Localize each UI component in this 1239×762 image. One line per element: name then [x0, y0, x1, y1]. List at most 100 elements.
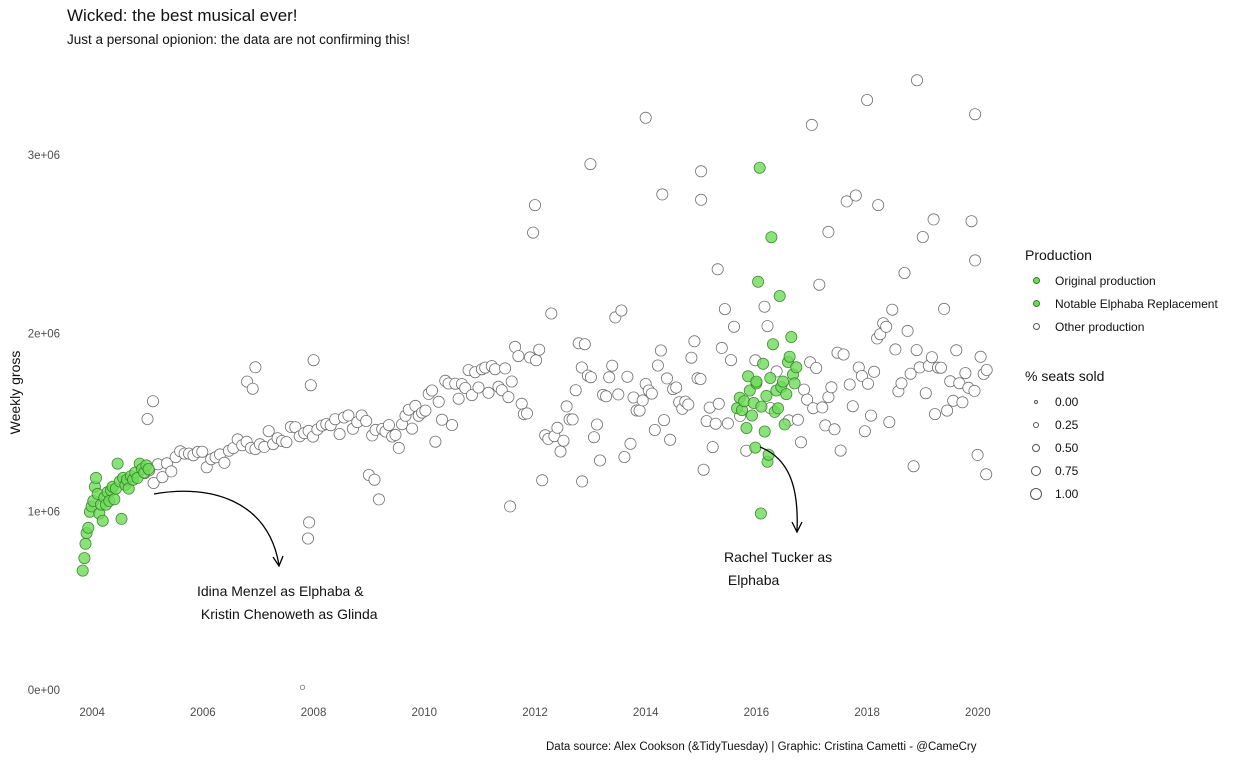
other-production-point — [389, 428, 402, 441]
x-tick-label: 2016 — [744, 707, 770, 719]
other-production-point — [980, 363, 993, 376]
other-production-point — [156, 471, 169, 484]
legend-key — [1025, 443, 1047, 452]
other-production-point — [624, 437, 637, 450]
legend-key — [1025, 421, 1047, 428]
other-production-point — [262, 425, 275, 438]
x-tick-label: 2008 — [301, 707, 327, 719]
replacement-production-point — [780, 388, 793, 401]
production-legend-item: Other production — [1025, 315, 1218, 338]
other-production-point — [615, 304, 628, 317]
original-production-point — [76, 564, 89, 577]
other-production-point — [910, 344, 923, 357]
other-production-point — [246, 382, 259, 395]
other-production-point — [218, 456, 231, 469]
other-production-point — [968, 384, 981, 397]
other-production-point — [527, 226, 540, 239]
other-production-point — [950, 344, 963, 357]
other-production-point — [472, 381, 485, 394]
legend-label: 0.00 — [1055, 394, 1079, 409]
legend-label: 1.00 — [1055, 486, 1079, 501]
other-production-point — [795, 436, 808, 449]
other-production-point — [791, 413, 804, 426]
other-production-point — [435, 413, 448, 426]
other-production-point — [728, 320, 741, 333]
other-production-point — [368, 473, 381, 486]
other-production-point — [805, 118, 818, 131]
replacement-production-point — [767, 338, 780, 351]
other-production-point — [645, 387, 658, 400]
other-production-point — [529, 199, 542, 212]
other-production-point — [146, 395, 159, 408]
other-production-point — [880, 320, 893, 333]
other-production-point — [971, 448, 984, 461]
other-production-point — [725, 354, 738, 367]
legend-key — [1025, 465, 1047, 476]
other-production-point — [938, 302, 951, 315]
other-production-point — [883, 416, 896, 429]
other-production-point — [551, 421, 564, 434]
other-production-point — [584, 158, 597, 171]
other-production-point — [533, 343, 546, 356]
other-production-point — [639, 111, 652, 124]
other-production-point — [916, 230, 929, 243]
other-production-point — [307, 354, 320, 367]
other-production-point — [813, 278, 826, 291]
x-tick-label: 2010 — [411, 707, 437, 719]
other-production-point — [504, 500, 517, 513]
legend-key — [1025, 300, 1047, 307]
other-production-point — [648, 423, 661, 436]
other-production-point — [670, 381, 683, 394]
other-production-point — [901, 324, 914, 337]
original-production-point — [111, 457, 124, 470]
replacement-production-point — [788, 377, 801, 390]
other-production-point — [695, 165, 708, 178]
other-production-point — [621, 370, 634, 383]
other-production-point — [304, 379, 317, 392]
other-production-point — [147, 476, 160, 489]
other-production-point — [505, 375, 518, 388]
other-production-point — [758, 300, 771, 313]
other-production-point — [502, 391, 515, 404]
other-production-point — [545, 307, 558, 320]
other-production-point — [715, 341, 728, 354]
legend-label: 0.75 — [1055, 463, 1079, 478]
other-production-point — [697, 463, 710, 476]
other-production-point — [825, 381, 838, 394]
replacement-production-point — [760, 389, 773, 402]
other-production-point — [594, 454, 607, 467]
other-production-point — [651, 359, 664, 372]
y-tick-label: 2e+06 — [28, 328, 60, 340]
legend-swatch — [1032, 277, 1040, 284]
other-production-point — [718, 303, 731, 316]
replacement-production-point — [755, 400, 768, 413]
replacement-production-point — [772, 402, 785, 415]
other-production-point — [603, 371, 616, 384]
other-production-point — [584, 371, 597, 384]
legend-swatch — [1032, 300, 1040, 307]
other-production-point — [661, 372, 674, 385]
other-production-point — [303, 516, 316, 529]
other-production-point — [886, 303, 899, 316]
legend-swatch — [1032, 323, 1040, 330]
production-legend-item: Notable Elphaba Replacement — [1025, 292, 1218, 315]
other-production-point — [445, 418, 458, 431]
other-production-point — [406, 422, 419, 435]
y-axis-title: Weekly gross — [7, 351, 23, 435]
legend-size-swatch — [1032, 443, 1040, 452]
other-production-point — [682, 398, 695, 411]
other-production-point — [419, 404, 432, 417]
chart-caption: Data source: Alex Cookson (&TidyTuesday)… — [546, 741, 977, 753]
other-production-point — [956, 396, 969, 409]
other-production-point — [712, 397, 725, 410]
other-production-point — [959, 367, 972, 380]
other-production-point — [280, 436, 293, 449]
other-production-point — [499, 362, 512, 375]
legend-label: Notable Elphaba Replacement — [1055, 296, 1218, 311]
x-tick-label: 2004 — [79, 707, 105, 719]
production-legend-title: Production — [1025, 247, 1092, 263]
other-production-point — [688, 335, 701, 348]
replacement-production-point — [753, 161, 766, 174]
replacement-production-point — [783, 350, 796, 363]
